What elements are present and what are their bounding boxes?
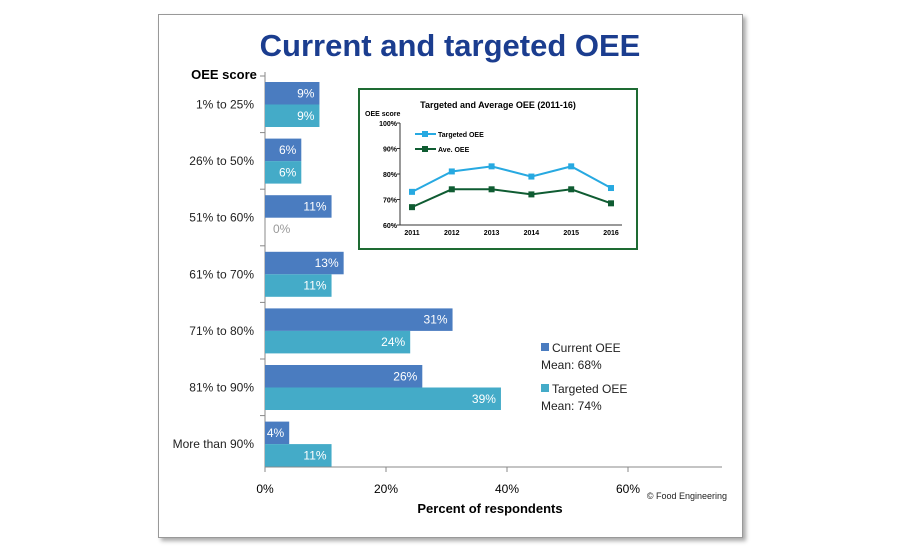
inset-legend-label: Targeted OEE xyxy=(438,132,484,139)
inset-x-tick-label: 2012 xyxy=(444,230,460,237)
x-tick-label: 20% xyxy=(374,482,398,496)
inset-y-tick-label: 90% xyxy=(383,147,398,154)
inset-point xyxy=(528,191,535,198)
inset-legend-label: Ave. OEE xyxy=(438,147,470,154)
legend-mean: Mean: 68% xyxy=(541,358,602,372)
inset-point xyxy=(568,163,575,170)
bar-label: 31% xyxy=(424,313,448,327)
inset-title: Targeted and Average OEE (2011-16) xyxy=(420,100,576,110)
inset-y-tick-label: 60% xyxy=(383,223,398,230)
inset-legend-marker xyxy=(422,146,428,152)
category-label: 71% to 80% xyxy=(189,324,254,338)
bar-targeted xyxy=(265,104,320,127)
bar-label: 26% xyxy=(393,369,417,383)
inset-x-tick-label: 2015 xyxy=(563,230,579,237)
bar-label: 24% xyxy=(381,335,405,349)
bar-label: 6% xyxy=(279,165,297,179)
inset-x-tick-label: 2013 xyxy=(484,230,500,237)
inset-point xyxy=(488,186,495,193)
bar-current xyxy=(265,365,423,388)
legend-swatch xyxy=(541,384,549,392)
inset-y-label: OEE score xyxy=(365,111,401,118)
x-tick-label: 40% xyxy=(495,482,519,496)
bar-targeted xyxy=(265,330,411,354)
bar-label: 0% xyxy=(273,222,291,236)
credit: © Food Engineering xyxy=(647,491,727,501)
x-axis-label: Percent of respondents xyxy=(417,501,562,516)
bar-targeted xyxy=(265,274,332,297)
bar-current xyxy=(265,251,344,275)
bar-label: 9% xyxy=(297,86,315,100)
category-label: 81% to 90% xyxy=(189,381,254,395)
category-label: More than 90% xyxy=(173,437,255,451)
x-tick-label: 60% xyxy=(616,482,640,496)
bar-targeted xyxy=(265,444,332,467)
bar-targeted xyxy=(265,161,302,184)
inset-point xyxy=(488,163,495,170)
inset-point xyxy=(448,186,455,193)
inset-y-tick-label: 100% xyxy=(379,121,398,128)
inset-legend-marker xyxy=(422,131,428,137)
inset-point xyxy=(568,186,575,193)
bar-label: 6% xyxy=(279,143,297,157)
category-label: 61% to 70% xyxy=(189,267,254,281)
category-label: 26% to 50% xyxy=(189,154,254,168)
bar-label: 11% xyxy=(303,279,326,293)
bar-label: 9% xyxy=(297,109,315,123)
inset-series-line xyxy=(411,165,612,193)
inset-point xyxy=(448,168,455,175)
inset-point xyxy=(528,173,535,180)
inset-point xyxy=(608,200,614,207)
legend-label: Current OEE xyxy=(552,341,621,355)
bar-current xyxy=(265,421,290,445)
bar-current xyxy=(265,138,302,162)
inset-y-tick-label: 80% xyxy=(383,172,398,179)
inset-point xyxy=(409,204,415,211)
inset-x-tick-label: 2014 xyxy=(524,230,540,237)
bar-current xyxy=(265,195,332,218)
bar-label: 11% xyxy=(303,448,326,462)
legend-swatch xyxy=(541,343,549,351)
bar-targeted xyxy=(265,387,501,410)
inset-x-tick-label: 2016 xyxy=(603,230,619,237)
legend-label: Targeted OEE xyxy=(552,382,627,396)
bar-label: 11% xyxy=(303,199,326,213)
inset-point xyxy=(608,185,614,192)
bar-current xyxy=(265,308,453,331)
inset-point xyxy=(409,188,415,195)
bar-label: 4% xyxy=(267,426,285,440)
inset-series-line xyxy=(411,188,612,209)
category-label: 1% to 25% xyxy=(196,98,254,112)
x-tick-label: 0% xyxy=(256,482,274,496)
category-label: 51% to 60% xyxy=(189,211,254,225)
inset-y-tick-label: 70% xyxy=(383,198,398,205)
bar-current xyxy=(265,82,320,105)
chart-title: Current and targeted OEE xyxy=(260,28,641,63)
y-axis-label: OEE score xyxy=(191,67,257,82)
bar-label: 13% xyxy=(315,256,339,270)
bar-label: 39% xyxy=(472,392,496,406)
legend-mean: Mean: 74% xyxy=(541,399,602,413)
inset-x-tick-label: 2011 xyxy=(404,230,419,237)
